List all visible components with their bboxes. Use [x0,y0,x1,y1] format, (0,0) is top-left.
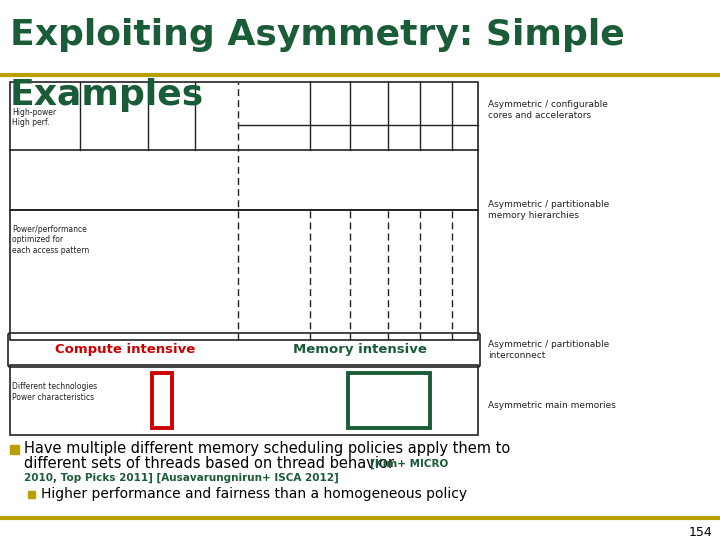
Text: different sets of threads based on thread behavior: different sets of threads based on threa… [24,456,399,471]
Bar [10,210,478,340]
Text: Examples: Examples [10,78,204,112]
Text: Higher performance and fairness than a homogeneous policy: Higher performance and fairness than a h… [41,487,467,501]
Text: Different technologies
Power characteristics: Different technologies Power characteris… [12,382,97,402]
Text: Asymmetric / configurable
cores and accelerators: Asymmetric / configurable cores and acce… [488,100,608,120]
Text: Asymmetric / partitionable
memory hierarchies: Asymmetric / partitionable memory hierar… [488,200,609,220]
Bar [152,373,172,428]
Bar [348,373,430,428]
Text: Asymmetric main memories: Asymmetric main memories [488,401,616,409]
Text: Compute intensive: Compute intensive [55,343,195,356]
Text: Have multiple different memory scheduling policies apply them to: Have multiple different memory schedulin… [24,442,510,456]
Text: 2010, Top Picks 2011] [Ausavarungnirun+ ISCA 2012]: 2010, Top Picks 2011] [Ausavarungnirun+ … [24,473,338,483]
Text: High-power
High perf.: High-power High perf. [12,108,56,127]
Text: [Kim+ MICRO: [Kim+ MICRO [370,459,449,469]
Bar [10,82,478,210]
Text: Exploiting Asymmetry: Simple: Exploiting Asymmetry: Simple [10,18,625,52]
Bar [28,491,35,498]
Text: Memory intensive: Memory intensive [293,343,427,356]
Bar [10,365,478,435]
Text: 154: 154 [688,525,712,538]
Text: Power/performance
optimized for
each access pattern: Power/performance optimized for each acc… [12,225,89,255]
Bar [10,445,19,454]
Text: Asymmetric / partitionable
interconnect: Asymmetric / partitionable interconnect [488,340,609,360]
